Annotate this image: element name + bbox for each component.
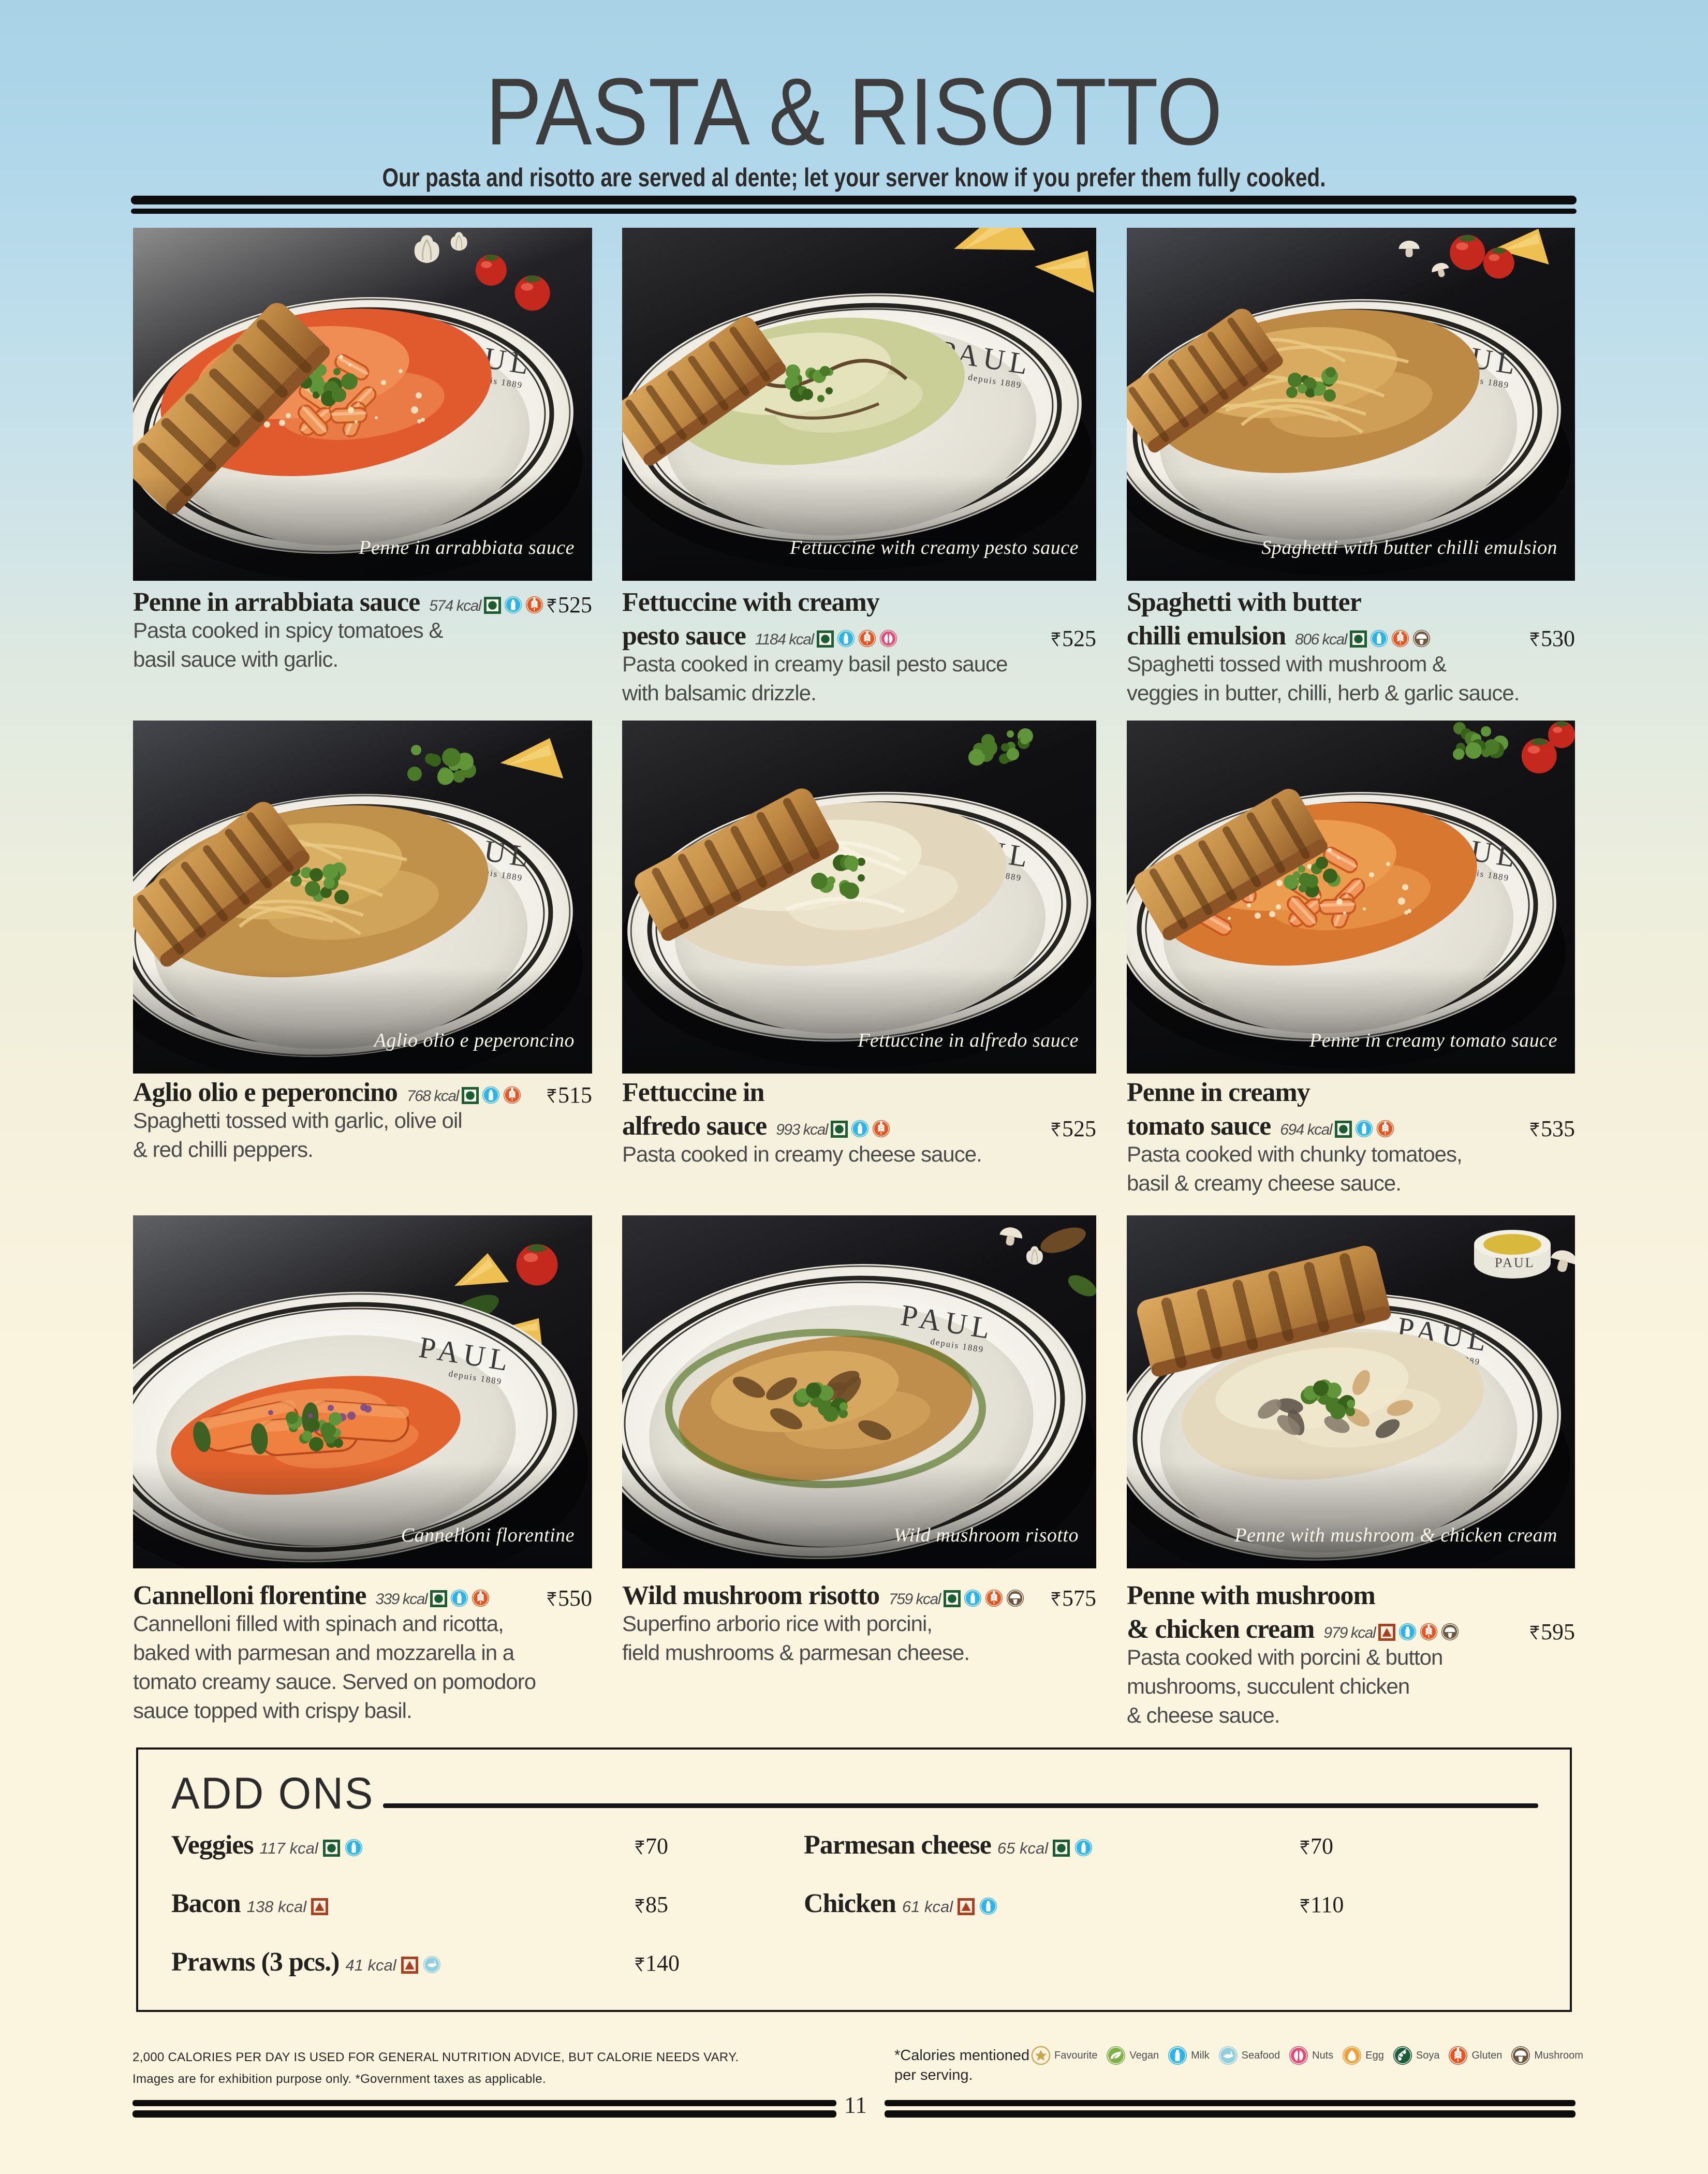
svg-text:PAUL: PAUL bbox=[1495, 1255, 1535, 1270]
